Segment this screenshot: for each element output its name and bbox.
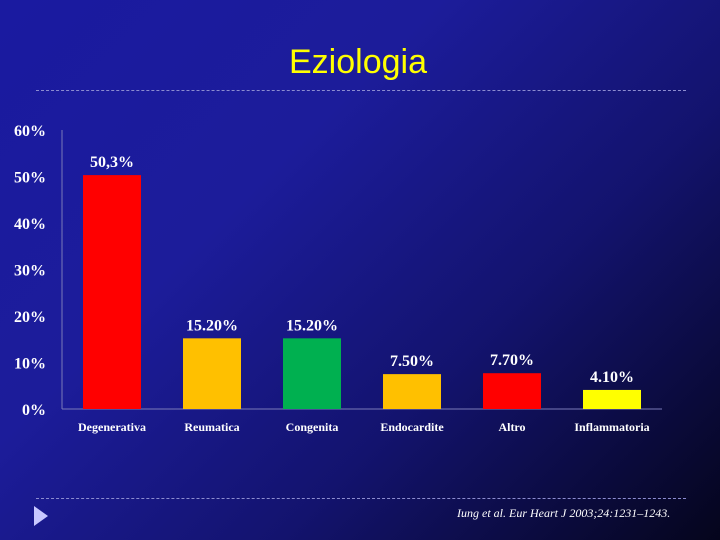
data-label: 15.20% (186, 317, 238, 334)
x-tick-label: Inflammatoria (574, 420, 649, 434)
top-divider (36, 90, 686, 91)
x-tick-label: Degenerativa (78, 420, 146, 434)
slide-title: Eziologia (289, 43, 427, 81)
y-tick-label: 40% (14, 216, 46, 233)
bar (483, 373, 541, 409)
bar (183, 338, 241, 409)
bars (83, 175, 641, 409)
x-tick-label: Endocardite (380, 420, 444, 434)
x-tick-label: Reumatica (184, 420, 239, 434)
x-tick-labels: Degenerativa Reumatica Congenita Endocardit… (78, 420, 650, 434)
next-arrow-icon[interactable] (34, 506, 48, 526)
data-label: 50,3% (90, 154, 134, 171)
data-label: 4.10% (590, 369, 634, 386)
citation: Iung et al. Eur Heart J 2003;24:1231–124… (457, 506, 671, 520)
x-tick-label: Congenita (286, 420, 339, 434)
y-tick-label: 20% (14, 309, 46, 326)
y-tick-label: 60% (14, 123, 46, 140)
y-tick-label: 0% (22, 402, 46, 419)
bar (83, 175, 141, 409)
x-tick-label: Altro (498, 420, 525, 434)
y-tick-label: 50% (14, 170, 46, 187)
bar (283, 338, 341, 409)
y-tick-label: 30% (14, 263, 46, 280)
data-labels: 50,3% 15.20% 15.20% 7.50% 7.70% 4.10% (90, 154, 634, 386)
bottom-divider (36, 498, 686, 499)
data-label: 7.50% (390, 353, 434, 370)
data-label: 15.20% (286, 317, 338, 334)
bar (383, 374, 441, 409)
y-tick-label: 10% (14, 356, 46, 373)
data-label: 7.70% (490, 352, 534, 369)
y-tick-labels: 0% 10% 20% 30% 40% 50% 60% (14, 123, 46, 419)
bar (583, 389, 641, 409)
